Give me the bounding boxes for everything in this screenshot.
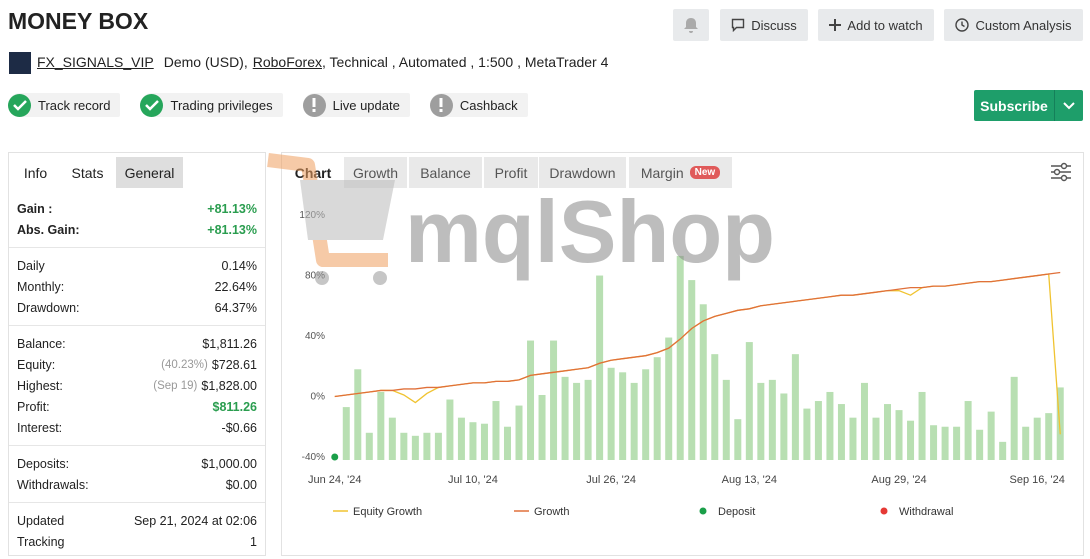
- account-logo: [9, 52, 31, 74]
- subscribe-label: Subscribe: [980, 97, 1048, 114]
- plus-icon: [829, 19, 842, 31]
- chart-tab[interactable]: Chart: [284, 157, 342, 188]
- button-label: Custom Analysis: [975, 17, 1072, 33]
- chart-tab[interactable]: Balance: [409, 157, 482, 188]
- stats-label: Abs. Gain:: [17, 222, 80, 237]
- filter-icon[interactable]: [1049, 161, 1073, 183]
- account-type: Demo (USD),: [163, 54, 248, 70]
- stats-tab[interactable]: Info: [11, 157, 60, 188]
- stats-label: Highest:: [17, 378, 63, 393]
- chart-panel: Chart Growth Balance Profit Drawdown Margin Ne…: [281, 152, 1084, 556]
- stats-row: Abs. Gain: +81.13%: [17, 219, 257, 240]
- stats-label: Profit:: [17, 399, 50, 414]
- badge: Trading privileges: [140, 93, 283, 117]
- new-badge: New: [689, 166, 721, 179]
- chart-tab[interactable]: Margin New: [629, 157, 732, 188]
- chart-tab[interactable]: Growth: [344, 157, 407, 188]
- stats-label: Balance:: [17, 336, 66, 351]
- stats-row: Daily 0.14%: [17, 255, 257, 276]
- account-link[interactable]: FX_SIGNALS_VIP: [37, 54, 154, 70]
- stats-value: $1,000.00: [201, 456, 257, 471]
- stats-value: +81.13%: [207, 222, 257, 237]
- badges: Track record Trading privileges Live updat…: [8, 93, 528, 117]
- badge-label: Trading privileges: [170, 97, 273, 113]
- stats-group: Daily 0.14% Monthly: 22.64% Drawdown: 64.37%: [9, 247, 265, 325]
- stats-group: Deposits: $1,000.00 Withdrawals: $0.00: [9, 445, 265, 502]
- stats-label: Interest:: [17, 420, 63, 435]
- chevron: [1063, 101, 1075, 109]
- stats-label: Tracking: [17, 534, 65, 549]
- stats-row: Monthly: 22.64%: [17, 276, 257, 297]
- watch-button[interactable]: Add to watch: [818, 9, 934, 41]
- stats-label: Monthly:: [17, 279, 65, 294]
- stats-tab[interactable]: Stats: [61, 157, 114, 188]
- clock-icon: [955, 18, 970, 32]
- stats-row: Balance: $1,811.26: [17, 333, 257, 354]
- stats-value: $1,828.00: [201, 378, 257, 393]
- stats-row: Profit: $811.26: [17, 396, 257, 417]
- stats-group: Updated Sep 21, 2024 at 02:06 Tracking 1: [9, 502, 265, 559]
- stats-value: 22.64%: [214, 279, 257, 294]
- analysis-button[interactable]: Custom Analysis: [944, 9, 1083, 41]
- stats-body: Gain : +81.13% Abs. Gain: +81.13% Daily 0.14%…: [9, 191, 265, 559]
- stats-row: Updated Sep 21, 2024 at 02:06: [17, 510, 257, 531]
- badge-label: Track record: [38, 97, 111, 113]
- title: MONEY BOX: [8, 8, 149, 34]
- stats-value: 1: [250, 534, 257, 549]
- badge-label: Live update: [332, 97, 400, 113]
- broker-link[interactable]: RoboForex: [252, 54, 322, 70]
- stats-group: Gain : +81.13% Abs. Gain: +81.13%: [9, 191, 265, 247]
- stats-note: (40.23%): [161, 358, 208, 371]
- discuss-button[interactable]: Discuss: [720, 9, 808, 41]
- bell-button[interactable]: [673, 9, 709, 41]
- bell-icon: [684, 18, 698, 33]
- badge: Live update: [302, 93, 410, 117]
- badge: Cashback: [429, 93, 528, 117]
- stats-tab[interactable]: General: [116, 157, 183, 188]
- stats-row: Tracking 1: [17, 531, 257, 552]
- stats-row: Withdrawals: $0.00: [17, 474, 257, 495]
- stats-value: Sep 21, 2024 at 02:06: [133, 513, 257, 528]
- check-icon: [140, 93, 164, 117]
- account-details: , Technical , Automated , 1:500 , MetaTr…: [322, 54, 609, 70]
- stats-label: Updated: [17, 513, 65, 528]
- chart-tab[interactable]: Profit: [484, 157, 538, 188]
- stats-row: Equity: (40.23%) $728.61: [17, 354, 257, 375]
- button-label: Discuss: [751, 17, 797, 33]
- stats-label: Equity:: [17, 357, 56, 372]
- info-icon: [429, 93, 453, 117]
- stats-row: Highest: (Sep 19) $1,828.00: [17, 375, 257, 396]
- stats-value: 0.14%: [221, 258, 257, 273]
- button-label: Add to watch: [847, 17, 923, 33]
- badge: Track record: [8, 93, 121, 117]
- stats-value: $1,811.26: [202, 336, 257, 351]
- stats-label: Withdrawals:: [17, 477, 89, 492]
- stats-row: Gain : +81.13%: [17, 198, 257, 219]
- badge-label: Cashback: [459, 97, 518, 113]
- check-icon: [8, 93, 31, 117]
- stats-value: $728.61: [211, 357, 257, 372]
- stats-label: Gain :: [17, 201, 53, 216]
- stats-panel: Info Stats General Gain : +81.13% Abs. Gain: +…: [8, 152, 266, 556]
- divider: [1054, 90, 1055, 121]
- chart-tab[interactable]: Drawdown: [539, 157, 626, 188]
- stats-value: $0.00: [225, 477, 257, 492]
- stats-row: Drawdown: 64.37%: [17, 297, 257, 318]
- stats-group: Balance: $1,811.26 Equity: (40.23%) $728.61 H…: [9, 325, 265, 445]
- stats-value: 64.37%: [214, 300, 257, 315]
- stats-row: Deposits: $1,000.00: [17, 453, 257, 474]
- stats-label: Daily: [17, 258, 45, 273]
- stats-value: $811.26: [212, 399, 258, 414]
- stats-label: Drawdown:: [17, 300, 80, 315]
- subscribe-button[interactable]: Subscribe: [974, 90, 1083, 121]
- stats-value: -$0.66: [221, 420, 257, 435]
- stats-note: (Sep 19): [153, 379, 198, 392]
- stats-label: Deposits:: [17, 456, 70, 471]
- chat-icon: [732, 18, 745, 32]
- account-line: FX_SIGNALS_VIP Demo (USD), RoboForex , T…: [37, 54, 608, 70]
- stats-value: +81.13%: [207, 201, 257, 216]
- stats-row: Interest: -$0.66: [17, 417, 257, 438]
- info-icon: [302, 93, 326, 117]
